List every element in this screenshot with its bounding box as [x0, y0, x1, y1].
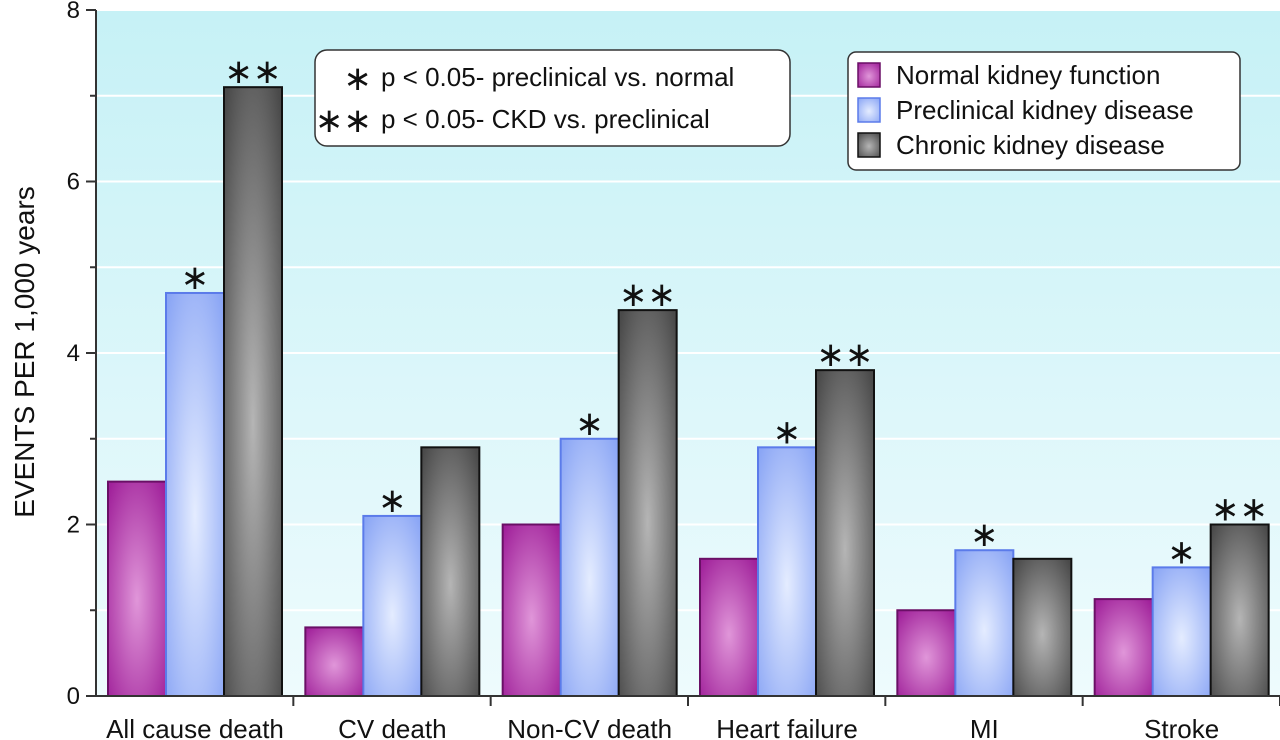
axes: 0 2 4 6 8 All cause death CV death Non-CV death… [67, 0, 1280, 740]
y-tick-label: 4 [67, 340, 80, 367]
note-symbol: ∗∗ [315, 101, 372, 141]
significance-marker: ∗ [378, 481, 407, 521]
note-text: p < 0.05- preclinical vs. normal [381, 62, 734, 92]
significance-marker: ∗ [970, 515, 999, 555]
note-text: p < 0.05- CKD vs. preclinical [381, 104, 710, 134]
y-tick-label: 6 [67, 169, 80, 196]
legend-label: Preclinical kidney disease [896, 95, 1194, 125]
significance-marker: ∗∗ [1211, 490, 1268, 530]
note-symbol: ∗ [344, 59, 373, 99]
x-category-label: MI [970, 714, 999, 740]
bar-ckd [1209, 523, 1270, 697]
y-tick-label: 8 [67, 0, 80, 24]
legend-label: Normal kidney function [896, 60, 1160, 90]
bar-ckd [815, 369, 875, 697]
bar-preclinical [1151, 566, 1212, 697]
legend-label: Chronic kidney disease [896, 130, 1165, 160]
x-category-label: All cause death [106, 714, 284, 740]
bar-ckd [617, 309, 678, 697]
significance-marker: ∗∗ [225, 52, 282, 92]
bar-ckd [420, 446, 481, 698]
bar-preclinical [362, 514, 423, 697]
significance-marker: ∗ [575, 404, 604, 444]
bars: ∗∗∗∗∗∗∗∗∗∗∗ ∗∗∗ [107, 52, 1270, 698]
significance-marker: ∗∗ [619, 275, 676, 315]
legend-swatch [857, 97, 881, 123]
significance-marker: ∗ [181, 258, 210, 298]
bar-ckd [1012, 557, 1073, 697]
bar-normal [304, 626, 365, 698]
x-category-label: Stroke [1144, 714, 1219, 740]
significance-marker: ∗ [773, 412, 802, 452]
x-category-label: Heart failure [716, 714, 858, 740]
legend-swatch [857, 132, 881, 158]
y-axis-label: EVENTS PER 1,000 years [9, 186, 40, 517]
significance-marker: ∗∗ [817, 335, 874, 375]
legend: Normal kidney function Preclinical kidney… [847, 51, 1241, 171]
bar-normal [699, 557, 759, 697]
y-tick-label: 2 [67, 512, 80, 539]
bar-normal [107, 480, 167, 697]
bar-normal [1093, 598, 1154, 697]
x-category-label: Non-CV death [507, 714, 672, 740]
bar-ckd [223, 86, 283, 698]
x-category-label: CV death [338, 714, 446, 740]
bar-preclinical [757, 446, 817, 698]
bar-normal [501, 523, 562, 697]
bar-preclinical [954, 549, 1015, 697]
legend-swatch [857, 62, 881, 88]
significance-marker: ∗ [1167, 532, 1196, 572]
note-box-frame [314, 49, 791, 147]
significance-note-box: ∗ p < 0.05- preclinical vs. normal ∗∗ p < 0… [314, 49, 791, 147]
bar-normal [896, 609, 957, 697]
legend-frame [847, 51, 1241, 171]
bar-preclinical [559, 437, 620, 697]
y-tick-label: 0 [67, 683, 80, 710]
bar-preclinical [165, 291, 225, 697]
